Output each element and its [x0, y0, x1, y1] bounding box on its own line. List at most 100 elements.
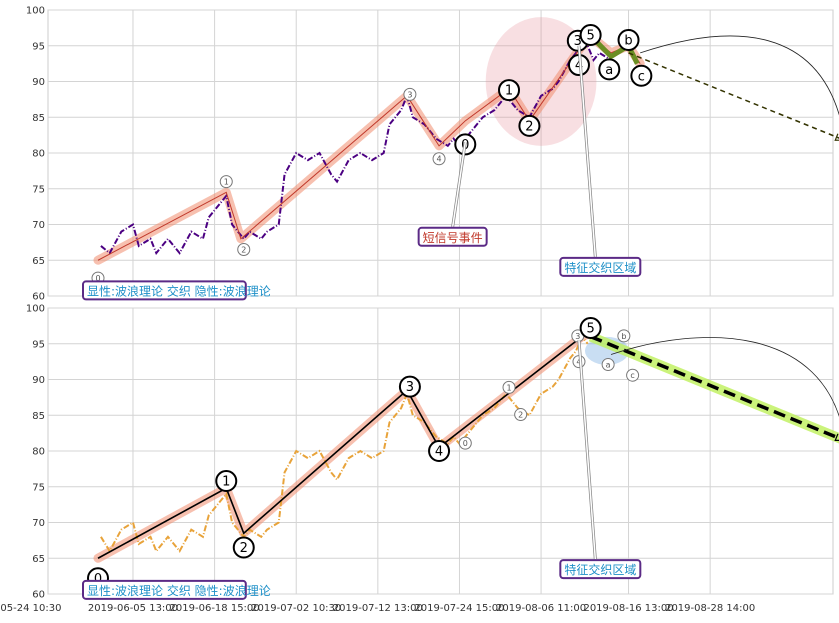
wave-label-circle: [232, 536, 255, 559]
wave-label: b: [624, 34, 632, 49]
annotation-arrow-inner: [578, 340, 597, 560]
wave-label: 4: [437, 155, 442, 164]
wave-label-circle: [579, 24, 602, 47]
wave-label-circle: [215, 470, 238, 493]
wave-label-circle: [617, 329, 631, 343]
x-tick-label: 2019-05-24 10:30: [0, 603, 61, 614]
wave-label-circle: [432, 152, 446, 166]
wave-label: 3: [406, 380, 414, 395]
wave-label-circle: [219, 175, 233, 189]
annotation-arrow-inner: [578, 45, 597, 257]
wave-label-circle: [601, 357, 615, 371]
forecast-line: [628, 52, 839, 139]
forecast-arrowhead: [834, 433, 839, 441]
annotation-feature-zone: 特征交织区域: [564, 562, 636, 577]
y-tick-label: 100: [26, 304, 45, 315]
wave-label: 4: [435, 445, 443, 460]
y-tick-label: 95: [32, 339, 45, 350]
annotation-box: [82, 579, 247, 600]
y-tick-label: 80: [32, 447, 45, 458]
x-tick-label: 2019-07-24 15:00: [414, 603, 504, 614]
projection-arc: [640, 35, 839, 116]
wave-label-circle: [398, 375, 421, 398]
x-tick-label: 2019-07-02 10:30: [251, 603, 341, 614]
y-tick-label: 70: [32, 220, 45, 231]
wave-label: 1: [224, 178, 229, 187]
wave-label: 2: [525, 119, 533, 134]
annotation-box: [559, 256, 642, 277]
y-tick-label: 70: [32, 518, 45, 529]
x-tick-label: 2019-06-18 15:00: [170, 603, 260, 614]
wave-label-circle: [237, 243, 251, 257]
y-tick-label: 65: [32, 256, 45, 267]
y-tick-label: 75: [32, 482, 45, 493]
wave-label-circle: [518, 114, 541, 137]
x-tick-label: 2019-07-12 13:00: [333, 603, 423, 614]
wave-label-circle: [579, 317, 602, 340]
wave-label: 1: [222, 475, 230, 490]
annotation-box: [82, 280, 247, 301]
projection-arc: [610, 337, 839, 418]
y-tick-label: 85: [32, 411, 45, 422]
y-tick-label: 75: [32, 184, 45, 195]
annotation-arrow-inner: [451, 142, 467, 227]
x-tick-label: 2019-08-06 11:00: [496, 603, 586, 614]
x-tick-label: 2019-06-05 13:00: [88, 603, 178, 614]
y-tick-label: 100: [26, 6, 45, 17]
wave-label: 2: [518, 411, 523, 420]
wave-label: 4: [576, 358, 581, 367]
x-tick-label: 2019-08-16 13:00: [583, 603, 673, 614]
wave-label-circle: [458, 436, 472, 450]
y-tick-label: 60: [32, 590, 45, 601]
wave-label: 0: [94, 572, 102, 587]
wave-label: a: [606, 360, 611, 369]
wave-label: 5: [586, 322, 594, 337]
y-tick-label: 85: [32, 113, 45, 124]
price-series-line: [100, 334, 589, 554]
annotation-short-signal: 短信号事件: [423, 231, 483, 245]
wave-label: c: [638, 69, 645, 84]
annotation-box: [417, 226, 488, 247]
y-tick-label: 95: [32, 41, 45, 52]
wave-label-circle: [630, 64, 653, 87]
wave-label: 2: [240, 541, 248, 556]
wave-label: b: [621, 332, 626, 341]
y-tick-label: 80: [32, 149, 45, 160]
wave-label: a: [605, 63, 613, 78]
wave-label-circle: [617, 29, 640, 52]
wave-label: 1: [506, 383, 511, 392]
wave-label: 3: [407, 90, 412, 99]
wave-label: 0: [95, 274, 100, 283]
wave-label-circle: [502, 380, 516, 394]
bottom-panel: 60 65 70 75 80 85 90 95 100 0 1 2 3 4 0 1 2 3 4 5 a b c 特征交织区域显…: [26, 304, 839, 601]
wave-label-circle: [514, 408, 528, 422]
y-tick-label: 90: [32, 77, 45, 88]
y-tick-label: 90: [32, 375, 45, 386]
forecast-line: [589, 334, 839, 441]
wave-label-circle: [403, 87, 417, 101]
wave-label: 5: [586, 29, 594, 44]
wave-label: 1: [505, 84, 513, 99]
wave-label: 3: [574, 34, 582, 49]
annotation-legend: 显性:波浪理论 交织 隐性:波浪理论: [87, 283, 271, 298]
annotation-feature-zone: 特征交织区域: [564, 260, 636, 275]
wave-label: 2: [241, 246, 246, 255]
forecast-arrowhead: [834, 133, 839, 141]
highlight-region: [485, 17, 597, 146]
wave-label-circle: [498, 79, 521, 102]
wave-label: 0: [463, 439, 468, 448]
x-axis: 2019-05-24 10:30 2019-06-05 13:002019-06-…: [0, 603, 755, 614]
x-tick-label: 2019-08-28 14:00: [665, 603, 755, 614]
y-tick-label: 60: [32, 292, 45, 303]
annotation-legend: 显性:波浪理论 交织 隐性:波浪理论: [87, 583, 271, 598]
wave-label: 3: [575, 332, 580, 341]
annotation-box: [559, 559, 642, 580]
y-tick-label: 65: [32, 554, 45, 565]
wave-label-circle: [626, 368, 640, 382]
wave-label-circle: [598, 58, 621, 81]
wave-label: 4: [575, 59, 583, 74]
wave-label: c: [630, 371, 634, 380]
wave-label-circle: [428, 440, 451, 462]
